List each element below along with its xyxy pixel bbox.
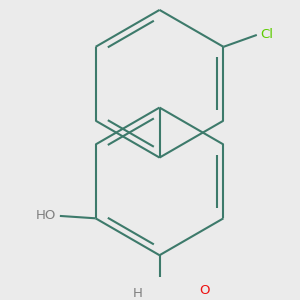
Text: HO: HO bbox=[36, 209, 56, 222]
Text: O: O bbox=[199, 284, 209, 298]
Text: Cl: Cl bbox=[260, 28, 273, 41]
Text: H: H bbox=[133, 287, 143, 300]
